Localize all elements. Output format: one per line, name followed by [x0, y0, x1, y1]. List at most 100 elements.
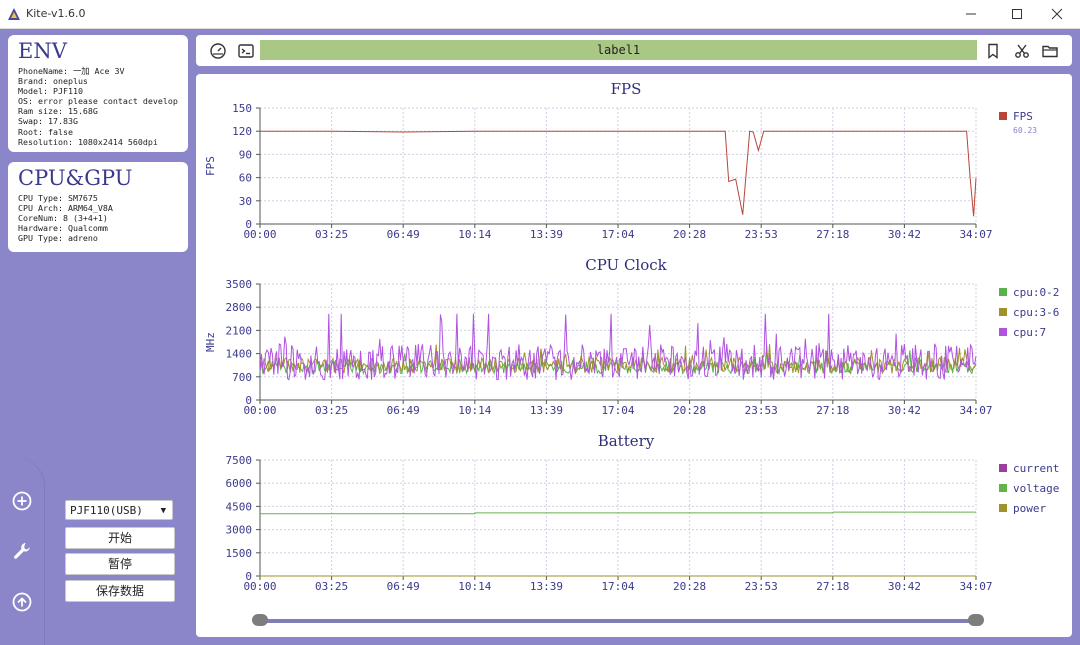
- bookmark-icon[interactable]: [984, 42, 1002, 60]
- x-tick-label: 00:00: [243, 404, 276, 417]
- y-tick-label: 1500: [226, 547, 253, 560]
- terminal-icon[interactable]: [237, 42, 255, 60]
- x-tick-label: 30:42: [888, 580, 921, 593]
- y-tick-label: 1400: [226, 348, 253, 361]
- cpu-arch: CPU Arch: ARM64_V8A: [18, 203, 113, 214]
- env-ram: Ram size: 15.68G: [18, 106, 98, 117]
- minimize-icon: [966, 13, 976, 15]
- x-tick-label: 13:39: [530, 580, 563, 593]
- legend-label: power: [1013, 502, 1046, 515]
- x-tick-label: 34:07: [959, 404, 992, 417]
- cpu-type: CPU Type: SM7675: [18, 193, 98, 203]
- close-icon: [1051, 8, 1063, 20]
- pause-button[interactable]: 暂停: [65, 553, 175, 575]
- y-tick-label: 150: [232, 102, 252, 115]
- x-tick-label: 06:49: [387, 404, 420, 417]
- minimize-button[interactable]: [948, 0, 994, 28]
- y-tick-label: 3000: [226, 524, 253, 537]
- x-tick-label: 03:25: [315, 228, 348, 241]
- y-tick-label: 3500: [226, 278, 253, 291]
- x-tick-label: 03:25: [315, 404, 348, 417]
- battery-chart: 0 1500 3000 4500 6000 7500 00:00 03:25 06:49 10:1…: [226, 454, 1060, 593]
- y-axis-label: MHz: [204, 332, 217, 352]
- y-tick-label: 0: [245, 570, 252, 583]
- x-tick-label: 10:14: [458, 404, 491, 417]
- wrench-icon[interactable]: [11, 540, 33, 562]
- y-tick-label: 60: [239, 172, 252, 185]
- x-tick-label: 17:04: [601, 404, 634, 417]
- y-tick-label: 4500: [226, 500, 253, 513]
- x-tick-label: 23:53: [745, 228, 778, 241]
- save-data-button[interactable]: 保存数据: [65, 580, 175, 602]
- x-tick-label: 00:00: [243, 580, 276, 593]
- env-os: OS: error please contact develope: [18, 96, 178, 107]
- x-tick-label: 27:18: [816, 228, 849, 241]
- y-tick-label: 120: [232, 125, 252, 138]
- close-button[interactable]: [1034, 0, 1080, 28]
- cpu-clock-chart: 0 700 1400 2100 2800 3500 00:00 03:25 06:49 10:14…: [204, 278, 1059, 417]
- upload-icon[interactable]: [11, 591, 33, 613]
- x-tick-label: 34:07: [959, 228, 992, 241]
- legend-swatch: [999, 112, 1007, 120]
- battery-chart-title: Battery: [597, 432, 655, 450]
- x-tick-label: 20:28: [673, 404, 706, 417]
- legend-swatch: [999, 464, 1007, 472]
- y-tick-label: 2100: [226, 324, 253, 337]
- legend-label: cpu:0-2: [1013, 286, 1059, 299]
- chart-grid: [259, 283, 977, 401]
- x-tick-label: 34:07: [959, 580, 992, 593]
- scissors-icon[interactable]: [1013, 42, 1031, 60]
- env-lines: PhoneName: 一加 Ace 3V Brand: oneplus Mode…: [18, 66, 178, 147]
- x-tick-label: 13:39: [530, 228, 563, 241]
- y-tick-label: 700: [232, 371, 252, 384]
- env-model: Model: PJF110: [18, 86, 83, 97]
- y-tick-label: 90: [239, 148, 252, 161]
- plus-circle-icon[interactable]: [11, 490, 33, 512]
- legend-label: cpu:3-6: [1013, 306, 1059, 319]
- device-select[interactable]: PJF110(USB) ▼: [65, 500, 173, 520]
- legend-label: cpu:7: [1013, 326, 1046, 339]
- env-resolution: Resolution: 1080x2414 560dpi: [18, 136, 158, 147]
- x-tick-label: 27:18: [816, 580, 849, 593]
- chart-grid: [259, 107, 977, 225]
- side-rail: [0, 458, 44, 645]
- dashboard-icon[interactable]: [209, 42, 227, 60]
- x-tick-label: 27:18: [816, 404, 849, 417]
- time-range-slider[interactable]: [258, 619, 978, 623]
- slider-start-handle[interactable]: [252, 614, 268, 626]
- x-tick-label: 06:49: [387, 228, 420, 241]
- legend-swatch: [999, 504, 1007, 512]
- chart-grid: [259, 459, 977, 577]
- y-tick-label: 7500: [226, 454, 253, 467]
- y-tick-label: 6000: [226, 477, 253, 490]
- legend-label: FPS: [1013, 110, 1033, 123]
- env-brand: Brand: oneplus: [18, 76, 88, 87]
- x-tick-label: 23:53: [745, 580, 778, 593]
- cpu-clock-chart-title: CPU Clock: [585, 256, 667, 274]
- env-root: Root: false: [18, 126, 73, 137]
- series-line-voltage: [260, 511, 976, 515]
- start-button[interactable]: 开始: [65, 527, 175, 549]
- env-card: ENV PhoneName: 一加 Ace 3V Brand: oneplus …: [8, 35, 188, 152]
- gpu-type: GPU Type: adreno: [18, 233, 98, 244]
- x-tick-label: 30:42: [888, 404, 921, 417]
- maximize-button[interactable]: [994, 0, 1040, 28]
- y-axis-label: FPS: [204, 156, 217, 176]
- x-tick-label: 03:25: [315, 580, 348, 593]
- cpu-gpu-card: CPU&GPU CPU Type: SM7675 CPU Arch: ARM64…: [8, 162, 188, 252]
- window-title: Kite-v1.6.0: [26, 7, 86, 20]
- x-tick-label: 17:04: [601, 580, 634, 593]
- folder-icon[interactable]: [1041, 42, 1059, 60]
- cpu-gpu-heading: CPU&GPU: [18, 166, 133, 190]
- y-tick-label: 30: [239, 195, 252, 208]
- legend-label: voltage: [1013, 482, 1059, 495]
- slider-end-handle[interactable]: [968, 614, 984, 626]
- title-bar: Kite-v1.6.0: [0, 0, 1080, 29]
- env-heading: ENV: [18, 39, 67, 63]
- legend-swatch: [999, 484, 1007, 492]
- x-tick-label: 30:42: [888, 228, 921, 241]
- legend-swatch: [999, 308, 1007, 316]
- x-tick-label: 20:28: [673, 580, 706, 593]
- label-bar: label1: [260, 40, 977, 60]
- core-num: CoreNum: 8 (3+4+1): [18, 213, 108, 224]
